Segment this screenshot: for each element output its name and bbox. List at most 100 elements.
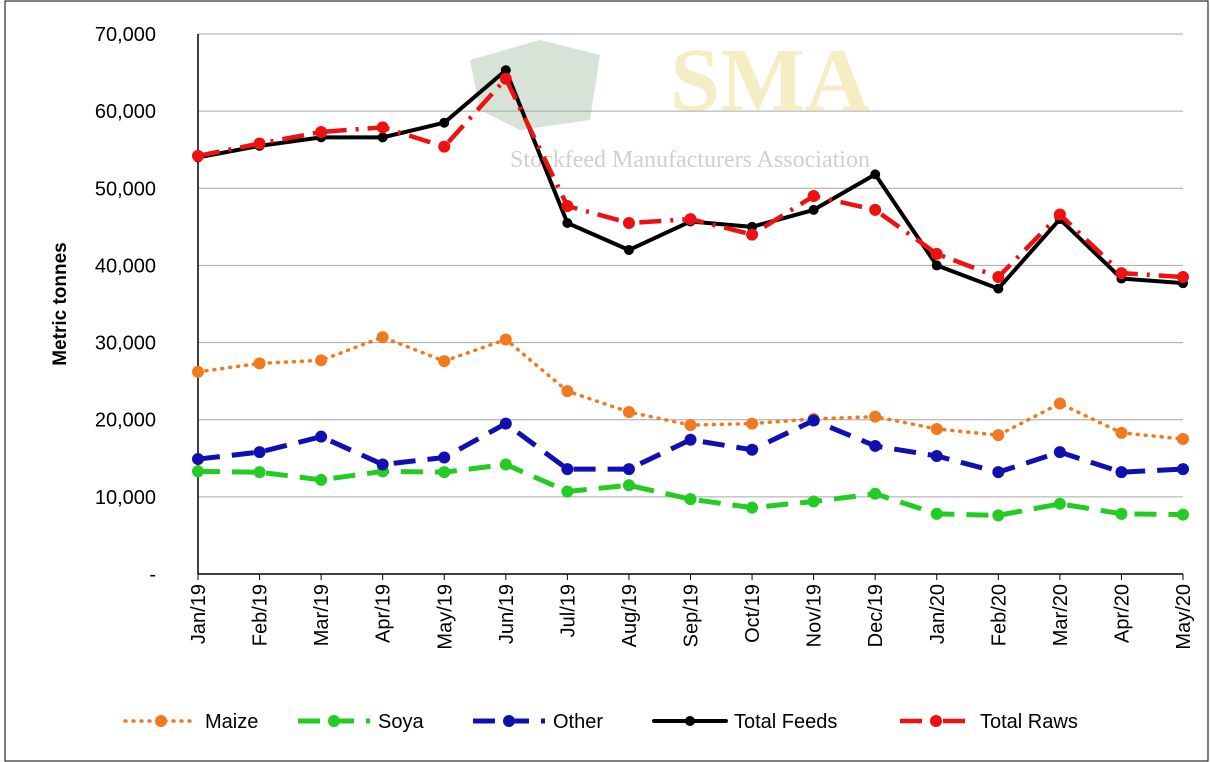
legend-marker (685, 716, 695, 726)
data-point (1053, 497, 1066, 510)
x-tick-label: Jan/20 (927, 584, 949, 644)
y-tick-label: 30,000 (95, 333, 156, 355)
data-point (931, 260, 942, 271)
data-point (561, 463, 574, 476)
data-point (684, 419, 697, 432)
data-point (438, 451, 451, 464)
x-tick-label: Aug/19 (619, 584, 641, 647)
x-tick-label: Jun/19 (496, 584, 518, 644)
legend-label: Total Raws (980, 711, 1078, 733)
data-point (192, 465, 204, 478)
data-point (1115, 267, 1128, 280)
data-point (622, 463, 635, 476)
data-point (315, 125, 328, 138)
data-point (376, 121, 389, 134)
chart-border (4, 0, 1209, 762)
data-point (746, 501, 759, 514)
legend-label: Total Feeds (734, 711, 837, 733)
data-point (500, 65, 511, 76)
data-point (622, 479, 635, 492)
y-tick-label: - (149, 564, 156, 586)
data-point (376, 331, 389, 344)
x-tick-label: May/19 (434, 584, 456, 650)
data-point (992, 429, 1005, 442)
data-point (930, 247, 943, 260)
data-point (622, 406, 635, 418)
legend-marker (503, 715, 515, 727)
x-tick-label: Nov/19 (804, 584, 826, 647)
data-point (992, 271, 1005, 283)
data-point (746, 443, 759, 456)
data-point (192, 365, 204, 378)
data-point (807, 495, 820, 508)
data-point (499, 333, 512, 346)
data-point (1053, 208, 1066, 221)
data-point (992, 466, 1005, 479)
data-point (930, 449, 943, 462)
data-point (870, 169, 881, 180)
x-tick-label: Mar/20 (1050, 584, 1072, 646)
data-point (376, 458, 389, 471)
data-point (253, 137, 266, 150)
y-tick-label: 20,000 (95, 410, 156, 432)
legend-label: Other (553, 711, 603, 733)
data-point (746, 228, 759, 241)
data-point (684, 433, 697, 446)
data-point (1115, 507, 1128, 520)
y-tick-label: 70,000 (95, 24, 156, 46)
data-point (192, 453, 204, 466)
data-point (192, 149, 204, 162)
data-point (438, 140, 451, 153)
x-tick-label: Sep/19 (681, 584, 703, 647)
data-point (1053, 397, 1066, 410)
legend-label: Maize (205, 711, 258, 733)
data-point (807, 190, 820, 202)
data-point (1177, 271, 1189, 283)
data-point (562, 218, 573, 228)
data-point (561, 200, 574, 213)
y-tick-label: 40,000 (95, 255, 156, 277)
legend-marker (328, 715, 340, 727)
data-point (746, 417, 759, 430)
x-tick-label: Dec/19 (865, 584, 887, 647)
watermark-logo: SMA (670, 31, 870, 130)
data-point (1115, 466, 1128, 479)
legend-marker (930, 715, 942, 727)
data-point (869, 439, 882, 452)
x-tick-label: Jan/19 (188, 584, 210, 644)
data-point (315, 473, 328, 486)
data-point (1053, 446, 1066, 459)
data-point (1177, 508, 1189, 521)
data-point (1177, 463, 1189, 476)
data-point (930, 507, 943, 520)
y-axis-label: Metric tonnes (50, 242, 71, 366)
series-line (197, 461, 1184, 518)
data-point (439, 117, 450, 128)
x-tick-label: Apr/19 (373, 584, 395, 643)
data-point (684, 213, 697, 226)
data-point (561, 485, 574, 498)
watermark-subtitle: Stockfeed Manufacturers Association (510, 147, 870, 173)
x-tick-label: Feb/19 (250, 584, 272, 646)
data-point (869, 203, 882, 216)
data-point (993, 283, 1004, 294)
data-point (684, 493, 697, 506)
data-point (807, 414, 820, 427)
x-tick-label: May/20 (1173, 584, 1195, 650)
data-point (869, 410, 882, 423)
legend-marker (155, 715, 167, 727)
data-point (253, 466, 266, 479)
data-point (438, 355, 451, 368)
data-point (315, 354, 328, 367)
x-tick-label: Jul/19 (557, 584, 579, 637)
x-tick-label: Mar/19 (311, 584, 333, 646)
data-point (808, 204, 819, 215)
data-point (869, 487, 882, 500)
x-tick-label: Oct/19 (742, 584, 764, 643)
data-point (622, 217, 635, 229)
data-point (499, 72, 512, 85)
data-point (992, 509, 1005, 522)
data-point (253, 357, 266, 370)
watermark-map (470, 40, 600, 130)
